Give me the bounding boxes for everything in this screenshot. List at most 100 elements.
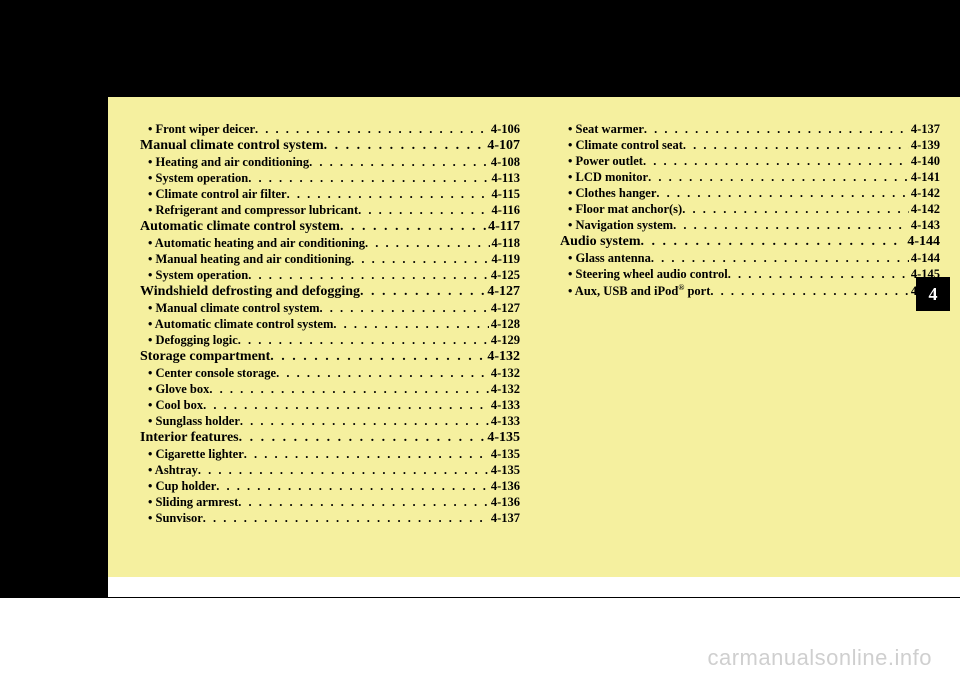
toc-label: • Glove box xyxy=(148,382,209,397)
toc-entry: Windshield defrosting and defogging . . … xyxy=(140,284,520,300)
toc-entry: • Automatic climate control system . . .… xyxy=(140,317,520,332)
toc-page-number: 4-133 xyxy=(489,414,520,429)
toc-label: • Heating and air conditioning xyxy=(148,155,309,170)
toc-label: • Refrigerant and compressor lubricant xyxy=(148,203,358,218)
toc-label: • Clothes hanger xyxy=(568,186,656,201)
toc-leader-dots: . . . . . . . . . . . . . . . . . . . . … xyxy=(351,252,489,267)
toc-entry: • Clothes hanger . . . . . . . . . . . .… xyxy=(560,186,940,201)
left-black-bar xyxy=(0,0,108,598)
toc-entry: Manual climate control system . . . . . … xyxy=(140,138,520,154)
toc-label: • System operation xyxy=(148,268,248,283)
toc-page-number: 4-143 xyxy=(909,218,940,233)
toc-entry: • Cup holder . . . . . . . . . . . . . .… xyxy=(140,479,520,494)
toc-leader-dots: . . . . . . . . . . . . . . . . . . . . … xyxy=(319,301,488,316)
toc-leader-dots: . . . . . . . . . . . . . . . . . . . . … xyxy=(255,122,489,137)
toc-page-number: 4-106 xyxy=(489,122,520,137)
toc-page-number: 4-118 xyxy=(490,236,520,251)
toc-page-number: 4-132 xyxy=(489,382,520,397)
toc-entry: • Climate control air filter . . . . . .… xyxy=(140,187,520,202)
toc-leader-dots: . . . . . . . . . . . . . . . . . . . . … xyxy=(244,447,489,462)
toc-entry: Storage compartment . . . . . . . . . . … xyxy=(140,349,520,365)
toc-entry: • Power outlet . . . . . . . . . . . . .… xyxy=(560,154,940,169)
toc-label: • Floor mat anchor(s) xyxy=(568,202,682,217)
toc-page-number: 4-142 xyxy=(909,186,940,201)
toc-page-number: 4-142 xyxy=(909,202,940,217)
toc-leader-dots: . . . . . . . . . . . . . . . . . . . . … xyxy=(276,366,489,381)
header-black-bar xyxy=(0,0,960,97)
toc-leader-dots: . . . . . . . . . . . . . . . . . . . . … xyxy=(651,251,909,266)
toc-page-number: 4-132 xyxy=(489,366,520,381)
toc-leader-dots: . . . . . . . . . . . . . . . . . . . . … xyxy=(309,155,489,170)
toc-page-number: 4-128 xyxy=(489,317,520,332)
toc-content: • Front wiper deicer . . . . . . . . . .… xyxy=(140,122,922,567)
toc-entry: • Sunglass holder . . . . . . . . . . . … xyxy=(140,414,520,429)
toc-label: • Climate control seat xyxy=(568,138,683,153)
toc-page-number: 4-119 xyxy=(490,252,520,267)
toc-entry: • Front wiper deicer . . . . . . . . . .… xyxy=(140,122,520,137)
toc-entry: • Glove box . . . . . . . . . . . . . . … xyxy=(140,382,520,397)
toc-page-number: 4-129 xyxy=(489,333,520,348)
toc-leader-dots: . . . . . . . . . . . . . . . . . . . . … xyxy=(710,284,908,299)
toc-entry: • System operation . . . . . . . . . . .… xyxy=(140,268,520,283)
toc-leader-dots: . . . . . . . . . . . . . . . . . . . . … xyxy=(270,349,485,365)
toc-entry: • Floor mat anchor(s) . . . . . . . . . … xyxy=(560,202,940,217)
chapter-tab: 4 xyxy=(916,277,950,311)
toc-entry: • Cigarette lighter . . . . . . . . . . … xyxy=(140,447,520,462)
toc-leader-dots: . . . . . . . . . . . . . . . . . . . . … xyxy=(248,171,489,186)
toc-entry: Audio system . . . . . . . . . . . . . .… xyxy=(560,234,940,250)
toc-label: • Navigation system xyxy=(568,218,673,233)
toc-leader-dots: . . . . . . . . . . . . . . . . . . . . … xyxy=(641,234,906,250)
toc-entry: • Sliding armrest . . . . . . . . . . . … xyxy=(140,495,520,510)
watermark-text: carmanualsonline.info xyxy=(707,645,932,671)
toc-leader-dots: . . . . . . . . . . . . . . . . . . . . … xyxy=(683,138,909,153)
toc-entry: • Ashtray . . . . . . . . . . . . . . . … xyxy=(140,463,520,478)
toc-leader-dots: . . . . . . . . . . . . . . . . . . . . … xyxy=(287,187,490,202)
toc-leader-dots: . . . . . . . . . . . . . . . . . . . . … xyxy=(682,202,909,217)
toc-label: Storage compartment xyxy=(140,349,270,365)
toc-entry: Interior features . . . . . . . . . . . … xyxy=(140,430,520,446)
toc-label: • Manual heating and air conditioning xyxy=(148,252,351,267)
toc-leader-dots: . . . . . . . . . . . . . . . . . . . . … xyxy=(333,317,488,332)
toc-page-number: 4-144 xyxy=(909,251,940,266)
toc-entry: • Heating and air conditioning . . . . .… xyxy=(140,155,520,170)
toc-leader-dots: . . . . . . . . . . . . . . . . . . . . … xyxy=(728,267,909,282)
toc-page-number: 4-136 xyxy=(489,495,520,510)
toc-label: Manual climate control system xyxy=(140,138,324,154)
toc-entry: • Sunvisor . . . . . . . . . . . . . . .… xyxy=(140,511,520,526)
toc-label: Interior features xyxy=(140,430,239,446)
toc-entry: • Climate control seat . . . . . . . . .… xyxy=(560,138,940,153)
toc-label: • Steering wheel audio control xyxy=(568,267,728,282)
toc-entry: Automatic climate control system . . . .… xyxy=(140,219,520,235)
toc-entry: • Automatic heating and air conditioning… xyxy=(140,236,520,251)
toc-page-number: 4-140 xyxy=(909,154,940,169)
toc-page-number: 4-116 xyxy=(490,203,520,218)
bottom-divider xyxy=(0,597,960,598)
toc-entry: • Steering wheel audio control . . . . .… xyxy=(560,267,940,282)
toc-label: • System operation xyxy=(148,171,248,186)
toc-entry: • Defogging logic . . . . . . . . . . . … xyxy=(140,333,520,348)
toc-leader-dots: . . . . . . . . . . . . . . . . . . . . … xyxy=(203,398,489,413)
toc-leader-dots: . . . . . . . . . . . . . . . . . . . . … xyxy=(340,219,486,235)
toc-leader-dots: . . . . . . . . . . . . . . . . . . . . … xyxy=(673,218,909,233)
toc-column-right: • Seat warmer . . . . . . . . . . . . . … xyxy=(560,122,940,567)
toc-page-number: 4-139 xyxy=(909,138,940,153)
toc-page-number: 4-144 xyxy=(905,234,940,250)
toc-label: • Climate control air filter xyxy=(148,187,287,202)
toc-page-number: 4-107 xyxy=(485,138,520,154)
toc-label: • Cup holder xyxy=(148,479,216,494)
toc-leader-dots: . . . . . . . . . . . . . . . . . . . . … xyxy=(365,236,489,251)
toc-leader-dots: . . . . . . . . . . . . . . . . . . . . … xyxy=(238,495,489,510)
toc-page-number: 4-135 xyxy=(485,430,520,446)
toc-page-number: 4-133 xyxy=(489,398,520,413)
toc-page-number: 4-108 xyxy=(489,155,520,170)
toc-page-number: 4-135 xyxy=(489,463,520,478)
toc-entry: • Cool box . . . . . . . . . . . . . . .… xyxy=(140,398,520,413)
toc-leader-dots: . . . . . . . . . . . . . . . . . . . . … xyxy=(324,138,486,154)
toc-page-number: 4-113 xyxy=(490,171,520,186)
toc-page-number: 4-137 xyxy=(909,122,940,137)
toc-entry: • Glass antenna . . . . . . . . . . . . … xyxy=(560,251,940,266)
toc-page-number: 4-115 xyxy=(490,187,520,202)
toc-page-number: 4-141 xyxy=(909,170,940,185)
toc-entry: • Manual climate control system . . . . … xyxy=(140,301,520,316)
toc-leader-dots: . . . . . . . . . . . . . . . . . . . . … xyxy=(238,333,489,348)
